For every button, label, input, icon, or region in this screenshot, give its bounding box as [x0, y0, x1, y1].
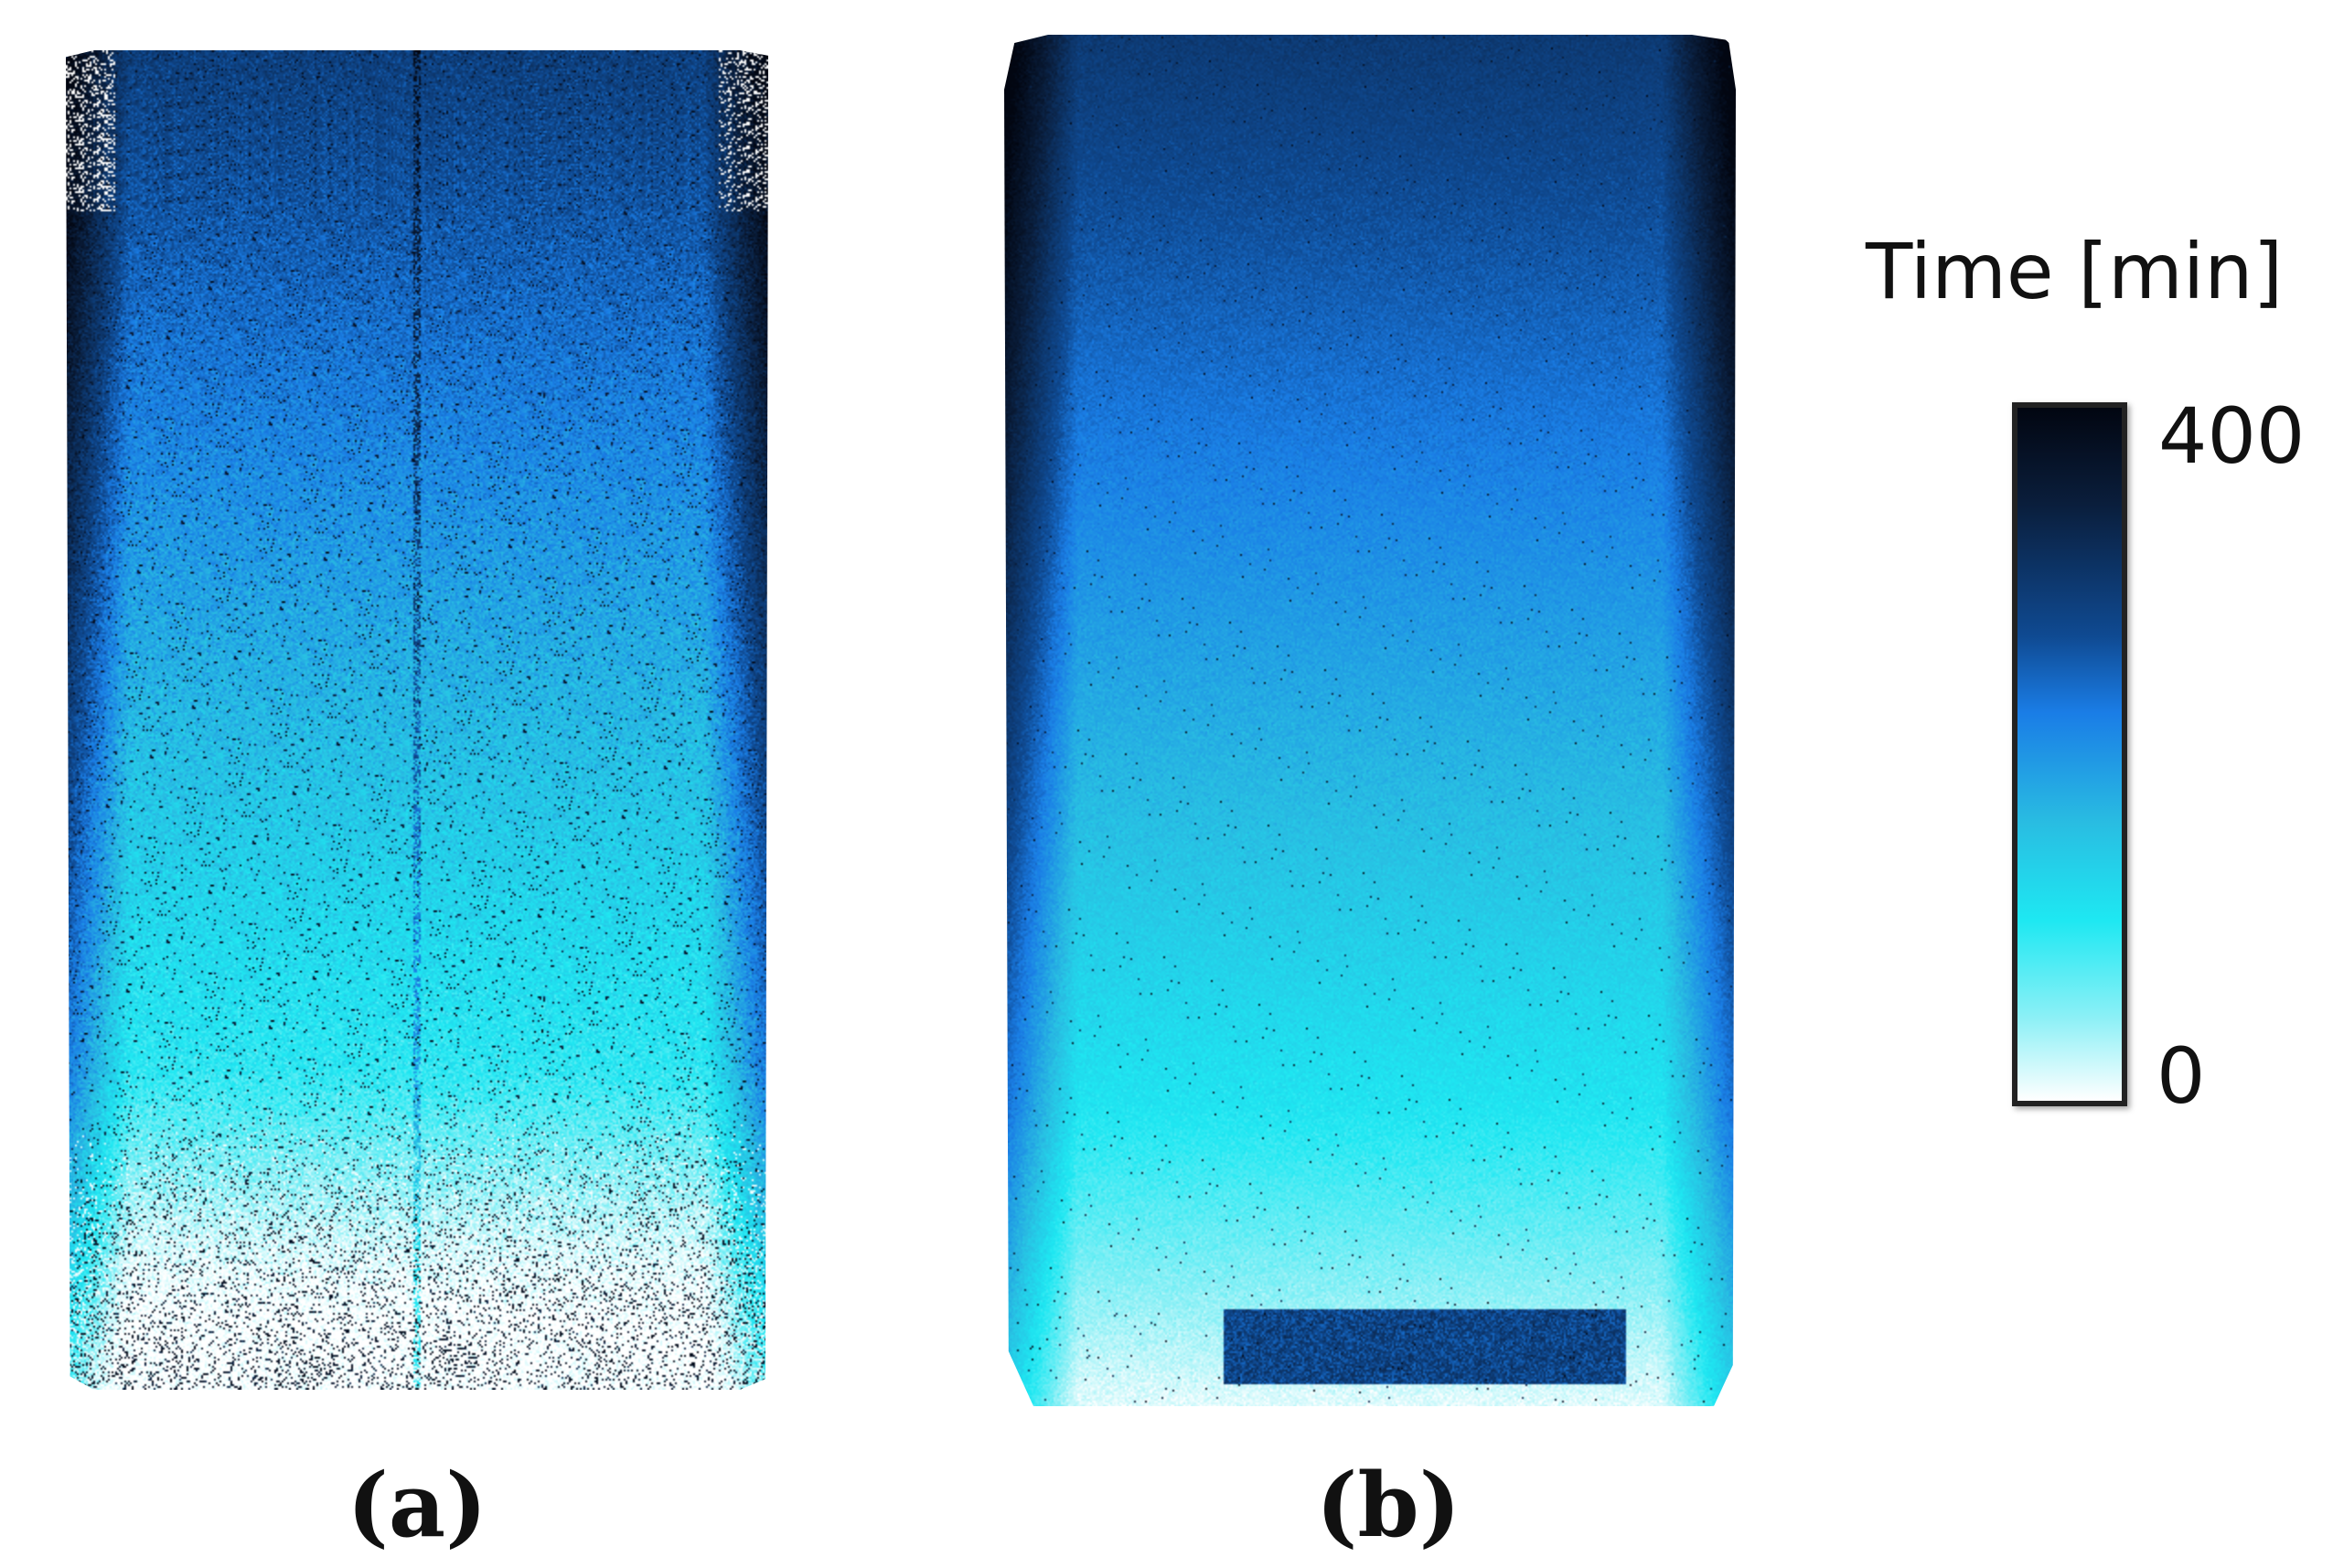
colorbar-min-label: 0 [2156, 1031, 2206, 1121]
colorbar-max-label: 400 [2158, 391, 2306, 481]
panel-b-heatmap [1004, 35, 1736, 1406]
panel-a-heatmap [66, 50, 768, 1390]
panel-b-image [1004, 35, 1736, 1406]
panel-a-label: (a) [347, 1454, 487, 1557]
colorbar [2012, 402, 2127, 1106]
colorbar-title: Time [min] [1866, 227, 2284, 316]
panel-a-image [66, 50, 768, 1390]
panel-b-label: (b) [1316, 1454, 1461, 1557]
